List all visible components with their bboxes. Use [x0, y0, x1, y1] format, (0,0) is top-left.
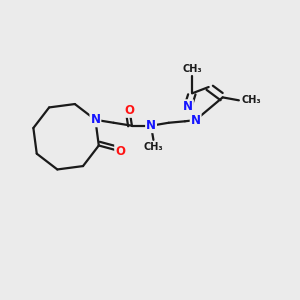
Text: CH₃: CH₃ — [144, 142, 163, 152]
Text: O: O — [124, 104, 135, 117]
Text: N: N — [90, 113, 100, 126]
Text: N: N — [183, 100, 193, 113]
Text: CH₃: CH₃ — [241, 95, 261, 105]
Text: O: O — [115, 145, 125, 158]
Text: N: N — [190, 114, 201, 127]
Text: CH₃: CH₃ — [182, 64, 202, 74]
Text: N: N — [146, 119, 156, 132]
